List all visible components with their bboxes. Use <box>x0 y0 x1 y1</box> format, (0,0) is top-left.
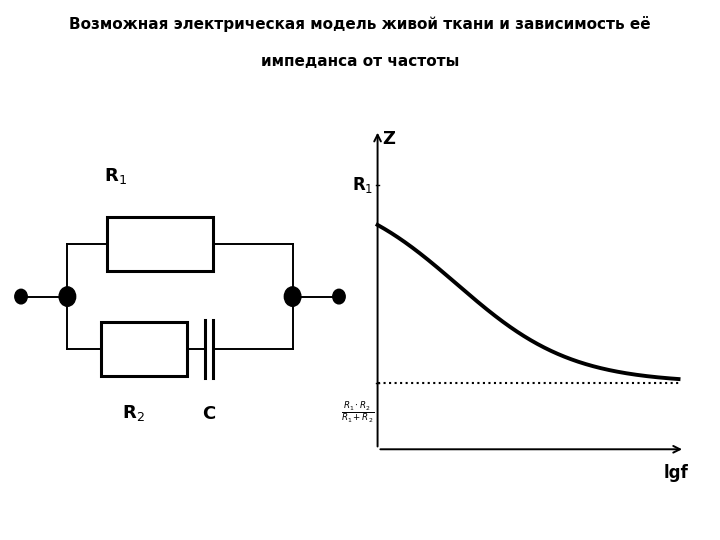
Circle shape <box>59 287 76 306</box>
Circle shape <box>15 289 27 304</box>
FancyBboxPatch shape <box>107 217 213 271</box>
Text: Возможная электрическая модель живой ткани и зависимость её: Возможная электрическая модель живой тка… <box>69 16 651 32</box>
Text: $\frac{R_1 \cdot R_2}{R_1+R_2}$: $\frac{R_1 \cdot R_2}{R_1+R_2}$ <box>341 400 374 425</box>
FancyBboxPatch shape <box>101 322 186 376</box>
Text: R$_1$: R$_1$ <box>104 166 127 186</box>
Text: импеданса от частоты: импеданса от частоты <box>261 54 459 69</box>
Circle shape <box>333 289 345 304</box>
Text: R$_2$: R$_2$ <box>122 403 145 423</box>
Circle shape <box>284 287 301 306</box>
Text: Z: Z <box>382 130 395 148</box>
Text: C: C <box>202 406 215 423</box>
Text: lgf: lgf <box>663 464 688 482</box>
Text: R$_1$: R$_1$ <box>352 175 374 195</box>
